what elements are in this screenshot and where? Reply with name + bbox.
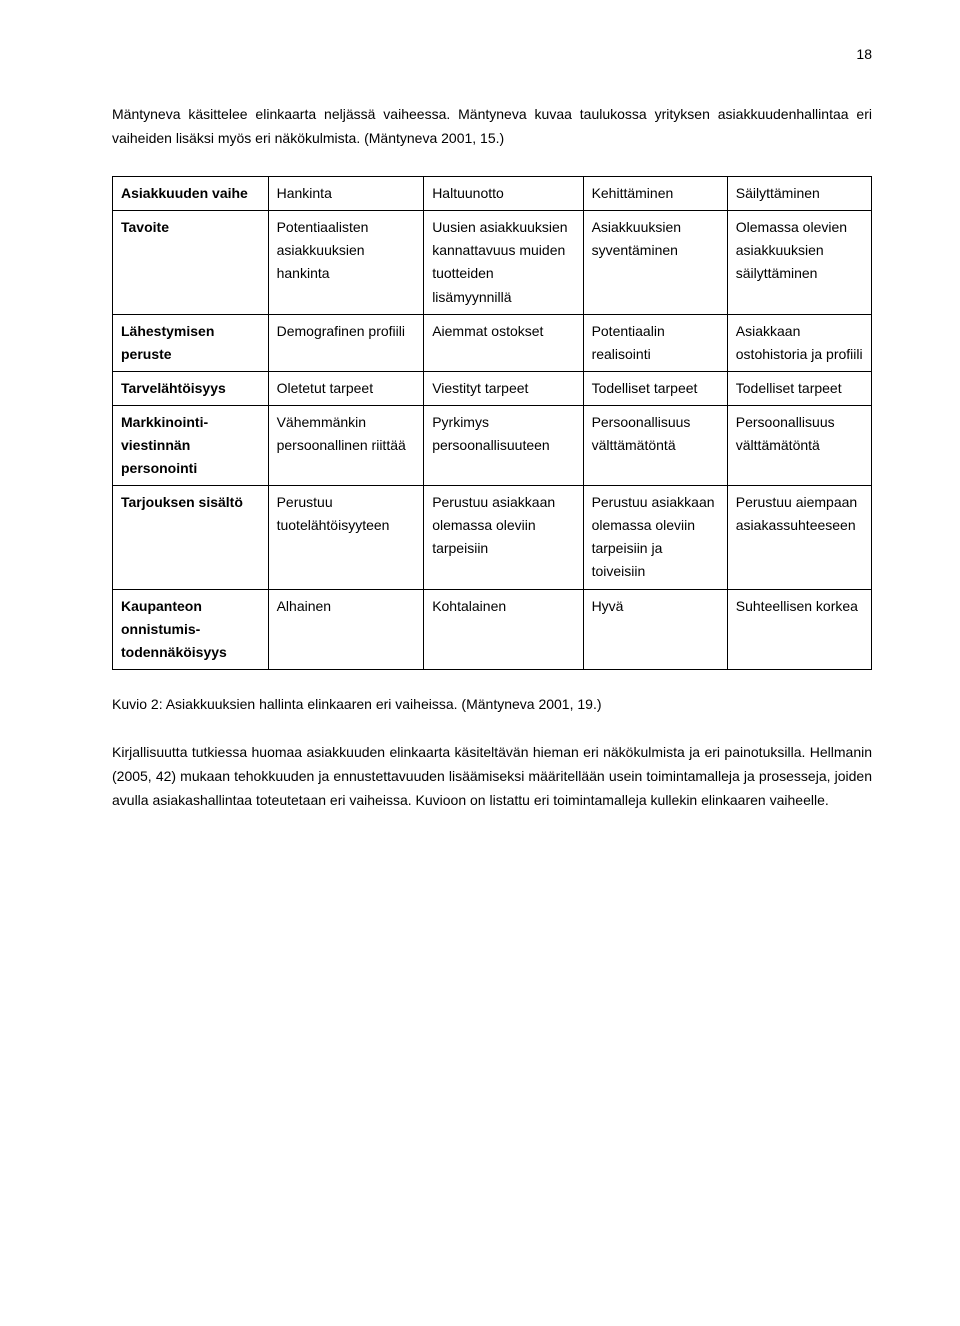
row-label: Kaupanteon onnistumis-todennäköisyys	[113, 589, 269, 669]
cell: Asiakkuuksien syventäminen	[583, 211, 727, 314]
cell: Alhainen	[268, 589, 424, 669]
cell: Demografinen profiili	[268, 314, 424, 371]
cell: Olemassa olevien asiakkuuksien säilyttäm…	[727, 211, 871, 314]
table-row: Lähestymisen peruste Demografinen profii…	[113, 314, 872, 371]
cell: Aiemmat ostokset	[424, 314, 583, 371]
cell: Persoonallisuus välttämätöntä	[727, 405, 871, 485]
table-row: Tarvelähtöisyys Oletetut tarpeet Viestit…	[113, 371, 872, 405]
cell: Hankinta	[268, 177, 424, 211]
cell: Perustuu aiempaan asiakassuhteeseen	[727, 486, 871, 589]
cell: Potentiaalin realisointi	[583, 314, 727, 371]
closing-paragraph: Kirjallisuutta tutkiessa huomaa asiakkuu…	[112, 740, 872, 812]
cell: Suhteellisen korkea	[727, 589, 871, 669]
lifecycle-table: Asiakkuuden vaihe Hankinta Haltuunotto K…	[112, 176, 872, 670]
row-label: Lähestymisen peruste	[113, 314, 269, 371]
cell: Säilyttäminen	[727, 177, 871, 211]
table-row: Asiakkuuden vaihe Hankinta Haltuunotto K…	[113, 177, 872, 211]
row-label: Markkinointi-viestinnän personointi	[113, 405, 269, 485]
table-row: Kaupanteon onnistumis-todennäköisyys Alh…	[113, 589, 872, 669]
cell: Hyvä	[583, 589, 727, 669]
cell: Kehittäminen	[583, 177, 727, 211]
cell: Todelliset tarpeet	[583, 371, 727, 405]
cell: Perustuu tuotelähtöisyyteen	[268, 486, 424, 589]
intro-paragraph: Mäntyneva käsittelee elinkaarta neljässä…	[112, 102, 872, 150]
cell: Asiakkaan ostohistoria ja profiili	[727, 314, 871, 371]
cell: Todelliset tarpeet	[727, 371, 871, 405]
row-label: Tarjouksen sisältö	[113, 486, 269, 589]
cell: Persoonallisuus välttämätöntä	[583, 405, 727, 485]
page-number: 18	[856, 42, 872, 66]
row-label: Asiakkuuden vaihe	[113, 177, 269, 211]
cell: Haltuunotto	[424, 177, 583, 211]
document-page: 18 Mäntyneva käsittelee elinkaarta neljä…	[0, 0, 960, 1326]
cell: Kohtalainen	[424, 589, 583, 669]
row-label: Tarvelähtöisyys	[113, 371, 269, 405]
table-row: Tarjouksen sisältö Perustuu tuotelähtöis…	[113, 486, 872, 589]
cell: Oletetut tarpeet	[268, 371, 424, 405]
cell: Uusien asiakkuuksien kannattavuus muiden…	[424, 211, 583, 314]
table-row: Markkinointi-viestinnän personointi Vähe…	[113, 405, 872, 485]
cell: Perustuu asiakkaan olemassa oleviin tarp…	[583, 486, 727, 589]
row-label: Tavoite	[113, 211, 269, 314]
cell: Viestityt tarpeet	[424, 371, 583, 405]
figure-caption: Kuvio 2: Asiakkuuksien hallinta elinkaar…	[112, 692, 872, 716]
table-row: Tavoite Potentiaalisten asiakkuuksien ha…	[113, 211, 872, 314]
cell: Perustuu asiakkaan olemassa oleviin tarp…	[424, 486, 583, 589]
cell: Potentiaalisten asiakkuuksien hankinta	[268, 211, 424, 314]
cell: Pyrkimys persoonallisuuteen	[424, 405, 583, 485]
cell: Vähemmänkin persoonallinen riittää	[268, 405, 424, 485]
